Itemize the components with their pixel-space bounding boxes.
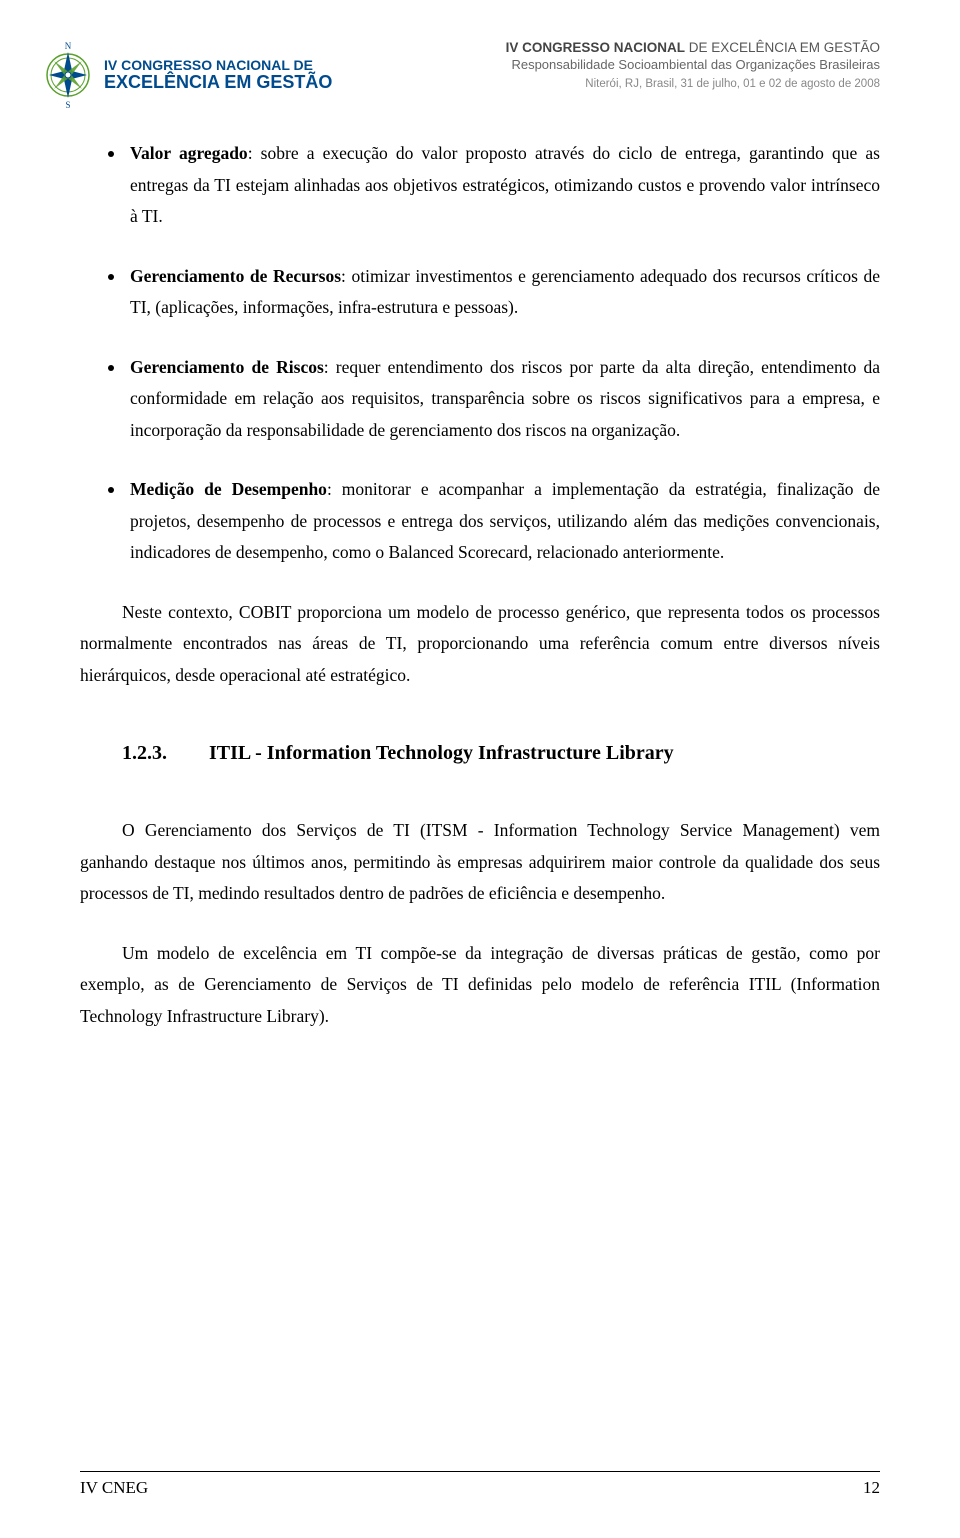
footer: IV CNEG 12 [80,1471,880,1498]
bullet-item: Gerenciamento de Riscos: requer entendim… [108,352,880,447]
bullet-item: Medição de Desempenho: monitorar e acomp… [108,474,880,569]
page: N S IV Congresso Nacional de Excelência … [0,0,960,1538]
bullet-text: Valor agregado: sobre a execução do valo… [130,138,880,233]
logo: N S IV Congresso Nacional de Excelência … [40,40,332,110]
header-title-rest: DE EXCELÊNCIA EM GESTÃO [685,40,880,55]
bullet-icon [108,365,114,371]
paragraph: O Gerenciamento dos Serviços de TI (ITSM… [80,815,880,910]
section-number: 1.2.3. [122,742,167,764]
bullet-icon [108,274,114,280]
bullet-text: Medição de Desempenho: monitorar e acomp… [130,474,880,569]
bullet-icon [108,487,114,493]
bullet-text: Gerenciamento de Recursos: otimizar inve… [130,261,880,324]
paragraph: Um modelo de excelência em TI compõe-se … [80,938,880,1033]
header-title-bold: IV CONGRESSO NACIONAL [506,40,685,55]
svg-text:N: N [65,41,72,51]
bullet-item: Valor agregado: sobre a execução do valo… [108,138,880,233]
bullet-item: Gerenciamento de Recursos: otimizar inve… [108,261,880,324]
footer-left: IV CNEG [80,1478,148,1498]
page-header: N S IV Congresso Nacional de Excelência … [80,40,880,90]
bullet-text: Gerenciamento de Riscos: requer entendim… [130,352,880,447]
content: Valor agregado: sobre a execução do valo… [80,138,880,1032]
bullet-label: Gerenciamento de Riscos [130,357,324,377]
compass-icon: N S [40,40,96,110]
bullet-label: Valor agregado [130,143,248,163]
logo-line2: Excelência em Gestão [104,73,332,92]
section-heading: 1.2.3. ITIL - Information Technology Infr… [122,735,880,771]
section-title: ITIL - Information Technology Infrastruc… [209,742,674,764]
bullet-label: Gerenciamento de Recursos [130,266,341,286]
logo-line1: IV Congresso Nacional de [104,58,332,73]
bullet-icon [108,151,114,157]
page-number: 12 [863,1478,880,1498]
svg-text:S: S [65,100,70,110]
paragraph: Neste contexto, COBIT proporciona um mod… [80,597,880,692]
bullet-label: Medição de Desempenho [130,479,327,499]
logo-text: IV Congresso Nacional de Excelência em G… [104,58,332,92]
